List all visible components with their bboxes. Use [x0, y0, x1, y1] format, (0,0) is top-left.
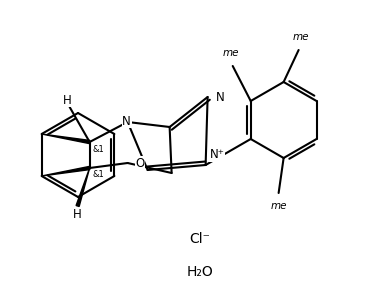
Text: N: N: [122, 115, 131, 127]
Text: me: me: [270, 201, 287, 211]
Text: &1: &1: [93, 145, 104, 154]
Text: N: N: [216, 91, 224, 103]
Polygon shape: [42, 134, 90, 144]
Text: N⁺: N⁺: [210, 148, 224, 161]
Text: me: me: [223, 48, 239, 58]
Polygon shape: [76, 168, 89, 207]
Text: me: me: [293, 32, 309, 42]
Text: Cl⁻: Cl⁻: [189, 232, 210, 246]
Text: O: O: [136, 157, 145, 169]
Text: H₂O: H₂O: [187, 265, 214, 279]
Polygon shape: [42, 166, 90, 176]
Text: H: H: [73, 208, 82, 221]
Text: &1: &1: [93, 170, 104, 179]
Text: H: H: [63, 94, 72, 107]
